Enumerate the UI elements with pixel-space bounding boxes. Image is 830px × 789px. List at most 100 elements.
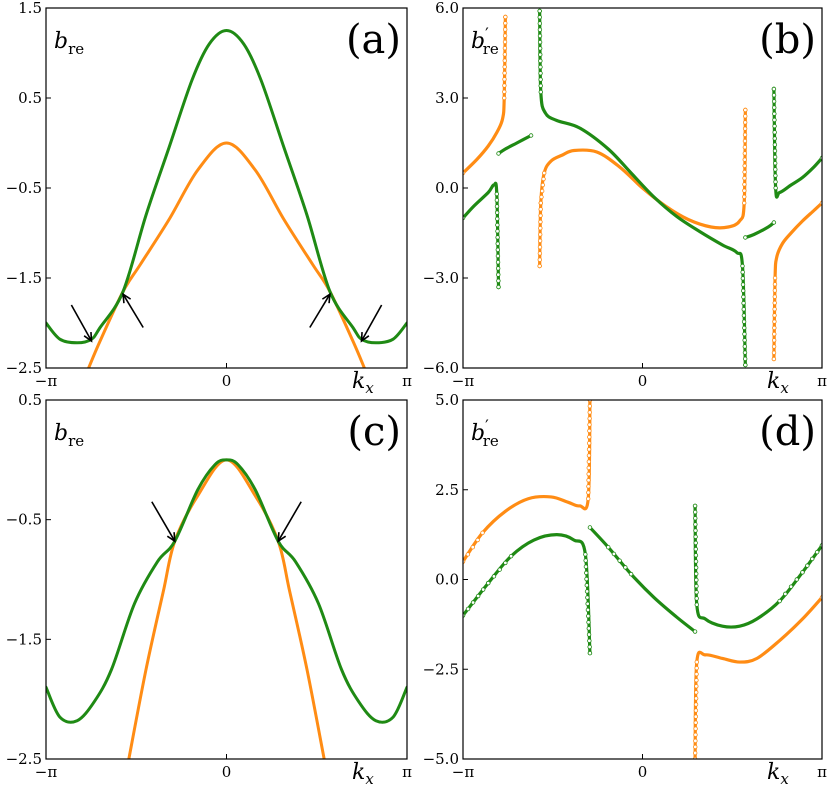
green-marker (497, 567, 502, 572)
green-marker (587, 644, 592, 650)
green-marker (692, 629, 698, 634)
orange-marker (771, 350, 777, 355)
orange-marker (502, 64, 507, 70)
orange-marker (480, 530, 485, 536)
orange-marker (537, 257, 542, 262)
green-marker (537, 27, 543, 32)
green-marker (538, 64, 543, 70)
green-marker (772, 161, 778, 166)
green-marker (537, 8, 542, 14)
green-marker (693, 528, 698, 533)
orange-marker (693, 714, 699, 719)
green-marker (494, 204, 500, 209)
green-marker (494, 197, 500, 203)
green-marker (772, 117, 777, 123)
y-tick-label: 5.0 (435, 391, 459, 409)
green-band-segment (463, 181, 501, 289)
green-marker (538, 83, 543, 88)
green-marker (583, 564, 589, 569)
green-marker (583, 552, 588, 557)
green-marker (617, 558, 622, 563)
plot-area (46, 29, 407, 368)
green-marker (693, 534, 698, 539)
orange-marker (743, 113, 748, 119)
panel-b: 6.0 3.0 0.0 −3.0 −6.0−π 0 π kx b′ re (b) (423, 0, 828, 397)
orange-marker (771, 356, 777, 362)
green-marker (586, 626, 591, 631)
green-marker (771, 86, 777, 92)
panel-label: (c) (347, 409, 401, 455)
y-tick-label: 0.5 (18, 89, 42, 107)
y-tick-label: 3.0 (435, 89, 459, 107)
orange-marker (502, 89, 507, 94)
orange-marker (538, 225, 543, 231)
green-marker (495, 266, 501, 271)
green-marker (508, 553, 514, 559)
orange-marker (538, 219, 543, 225)
green-marker (496, 284, 501, 290)
green-band-segment (588, 525, 697, 634)
x-axis-label: kx (352, 760, 374, 788)
green-marker (693, 559, 699, 564)
x-tick-label: 0 (638, 372, 648, 390)
orange-marker (586, 490, 591, 495)
orange-marker (693, 726, 698, 731)
y-tick-label: −1.5 (6, 269, 42, 287)
green-marker (465, 606, 471, 612)
orange-marker (539, 194, 544, 200)
orange-marker (502, 95, 507, 101)
orange-marker (772, 331, 777, 337)
green-band-segment (463, 533, 592, 655)
orange-marker (694, 690, 699, 695)
green-marker (480, 587, 486, 592)
orange-marker (502, 39, 508, 45)
orange-marker (537, 238, 543, 243)
green-marker (537, 15, 542, 20)
y-axis-label: b′ re (471, 24, 499, 58)
panel-d: 5.0 2.5 0.0 −2.5 −5.0−π 0 π kx b′ re (d) (423, 391, 828, 788)
green-marker (772, 105, 777, 110)
green-marker (740, 263, 745, 269)
green-marker (741, 319, 747, 324)
arrow (277, 501, 302, 543)
x-tick-label: π (817, 372, 827, 390)
green-marker (741, 294, 746, 300)
y-tick-label: −2.5 (423, 660, 459, 678)
green-marker (772, 154, 778, 160)
green-marker (585, 607, 591, 613)
orange-marker (537, 263, 542, 269)
green-marker (475, 593, 481, 599)
panel-label: (b) (759, 17, 816, 63)
green-marker (587, 638, 592, 643)
green-band-segment (538, 9, 747, 367)
orange-marker (586, 453, 592, 458)
panel-a: 1.5 0.5 −0.5 −1.5 −2.5−π 0 π kx bre (a) (6, 0, 413, 397)
orange-marker (694, 684, 699, 689)
orange-marker (465, 552, 471, 557)
green-marker (740, 276, 746, 281)
orange-marker (475, 537, 480, 543)
x-tick-label: π (817, 763, 827, 781)
orange-marker (542, 170, 547, 176)
green-band-line (46, 29, 407, 345)
orange-marker (540, 182, 546, 188)
orange-marker (693, 696, 699, 701)
green-marker (623, 565, 628, 570)
orange-marker (587, 428, 592, 434)
orange-band-line (87, 141, 366, 368)
green-marker (693, 553, 699, 558)
x-tick-label: −π (35, 763, 58, 781)
green-marker (742, 331, 747, 337)
green-marker (496, 151, 501, 156)
y-axis-label: bre (54, 29, 84, 58)
orange-marker (772, 306, 777, 312)
orange-marker (470, 544, 475, 550)
y-tick-label: 0.0 (435, 179, 459, 197)
orange-marker (742, 138, 748, 144)
green-marker (694, 602, 699, 607)
orange-marker (539, 188, 545, 194)
orange-marker (587, 416, 592, 421)
green-marker (494, 210, 500, 215)
green-marker (743, 235, 748, 240)
